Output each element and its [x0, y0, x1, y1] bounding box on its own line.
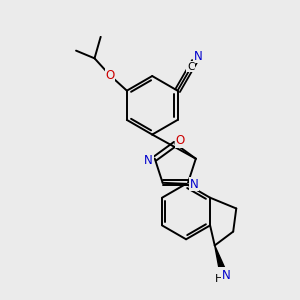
Text: C: C — [187, 62, 194, 72]
Text: H: H — [215, 274, 224, 284]
Text: N: N — [144, 154, 153, 167]
Polygon shape — [215, 245, 225, 271]
Text: N: N — [194, 50, 203, 62]
Text: N: N — [190, 178, 199, 191]
Text: N: N — [222, 269, 231, 282]
Text: O: O — [105, 69, 115, 82]
Text: O: O — [175, 134, 184, 147]
